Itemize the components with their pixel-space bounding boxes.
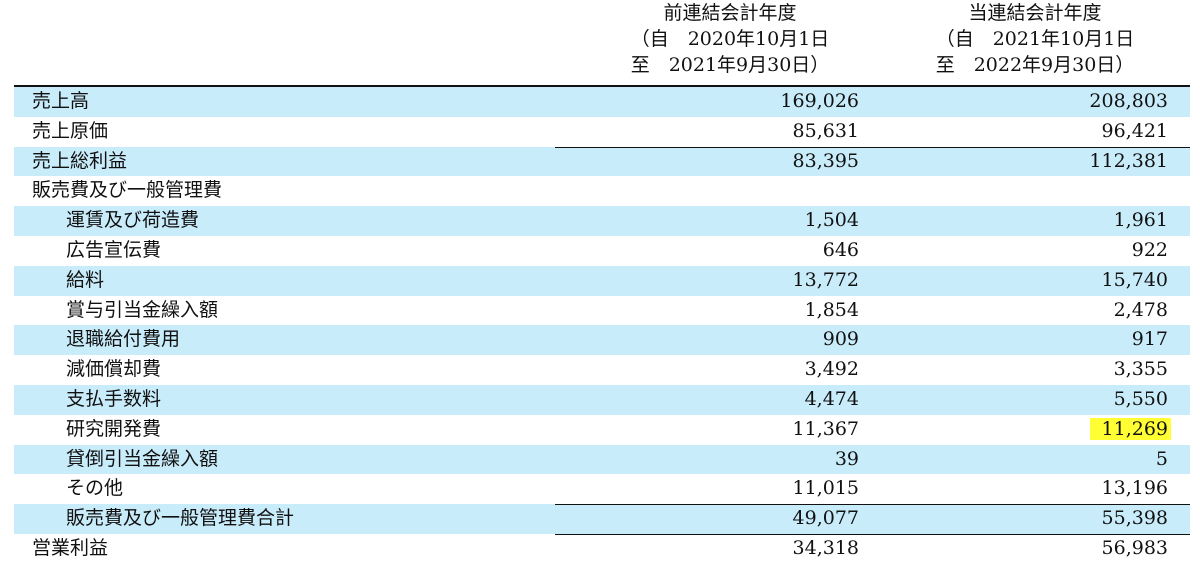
current-year-value: 13,196 bbox=[1101, 477, 1168, 500]
header-prior-from: （自 2020年10月1日 bbox=[630, 28, 830, 50]
header-prior-to: 至 2021年9月30日） bbox=[630, 54, 830, 76]
prior-year-value: 909 bbox=[822, 328, 859, 351]
row-label: 営業利益 bbox=[32, 536, 109, 559]
prior-year-value: 1,854 bbox=[804, 298, 859, 321]
row-net-sales: 売上高 169,026 208,803 bbox=[14, 87, 1190, 117]
row-operating-income: 営業利益 34,318 56,983 bbox=[14, 533, 1190, 564]
prior-year-value: 11,367 bbox=[792, 417, 859, 440]
row-sga-total: 販売費及び一般管理費合計 49,077 55,398 bbox=[14, 504, 1190, 534]
row-depreciation: 減価償却費 3,492 3,355 bbox=[14, 355, 1190, 385]
header-prior-fiscal-year: 前連結会計年度 （自 2020年10月1日 至 2021年9月30日） bbox=[580, 0, 880, 78]
row-sga-heading: 販売費及び一般管理費 bbox=[14, 176, 1190, 206]
row-label: その他 bbox=[66, 477, 124, 500]
header-current-title: 当連結会計年度 bbox=[968, 2, 1102, 24]
current-year-value: 1,961 bbox=[1113, 209, 1168, 232]
prior-year-value: 49,077 bbox=[792, 507, 859, 530]
current-year-value: 2,478 bbox=[1113, 298, 1168, 321]
current-year-value: 11,269 bbox=[1089, 415, 1171, 445]
row-salaries: 給料 13,772 15,740 bbox=[14, 265, 1190, 296]
row-cost-of-sales: 売上原価 85,631 96,421 bbox=[14, 117, 1190, 147]
prior-year-value: 13,772 bbox=[792, 268, 859, 291]
header-current-fiscal-year: 当連結会計年度 （自 2021年10月1日 至 2022年9月30日） bbox=[885, 0, 1185, 78]
row-bonus-provision: 賞与引当金繰入額 1,854 2,478 bbox=[14, 296, 1190, 326]
prior-year-value: 39 bbox=[834, 447, 859, 470]
row-label: 給料 bbox=[66, 268, 105, 291]
row-label: 販売費及び一般管理費 bbox=[32, 179, 223, 202]
current-year-value: 5,550 bbox=[1113, 387, 1168, 410]
current-year-value: 5 bbox=[1155, 447, 1168, 470]
prior-year-value: 3,492 bbox=[804, 358, 859, 381]
row-research-development: 研究開発費 11,367 11,269 bbox=[14, 415, 1190, 445]
prior-year-value: 4,474 bbox=[804, 387, 859, 410]
highlighted-value: 11,269 bbox=[1089, 417, 1171, 440]
header-current-to: 至 2022年9月30日） bbox=[935, 54, 1135, 76]
current-year-value: 3,355 bbox=[1113, 358, 1168, 381]
prior-year-value: 646 bbox=[822, 238, 859, 261]
prior-year-value: 34,318 bbox=[792, 536, 859, 559]
row-label: 退職給付費用 bbox=[66, 328, 181, 351]
current-year-value: 15,740 bbox=[1101, 268, 1168, 291]
row-retirement-benefit: 退職給付費用 909 917 bbox=[14, 325, 1190, 356]
current-year-value: 55,398 bbox=[1101, 507, 1168, 530]
prior-year-value: 83,395 bbox=[792, 149, 859, 172]
current-year-value: 917 bbox=[1131, 328, 1168, 351]
row-label: 運賃及び荷造費 bbox=[66, 209, 200, 232]
current-year-value: 922 bbox=[1131, 238, 1168, 261]
row-commission-fees: 支払手数料 4,474 5,550 bbox=[14, 384, 1190, 415]
header-prior-title: 前連結会計年度 bbox=[663, 2, 797, 24]
header-current-from: （自 2021年10月1日 bbox=[935, 28, 1135, 50]
prior-year-value: 11,015 bbox=[792, 477, 859, 500]
row-label: 賞与引当金繰入額 bbox=[66, 298, 219, 321]
statement-rows: 売上高 169,026 208,803 売上原価 85,631 96,421 売… bbox=[14, 85, 1190, 564]
row-label: 研究開発費 bbox=[66, 417, 162, 440]
prior-year-value: 169,026 bbox=[780, 90, 859, 112]
current-year-value: 56,983 bbox=[1101, 536, 1168, 559]
row-label: 広告宣伝費 bbox=[66, 238, 162, 261]
row-label: 貸倒引当金繰入額 bbox=[66, 447, 219, 470]
row-other: その他 11,015 13,196 bbox=[14, 474, 1190, 504]
row-label: 販売費及び一般管理費合計 bbox=[66, 507, 295, 530]
prior-year-value: 1,504 bbox=[804, 209, 859, 232]
row-label: 支払手数料 bbox=[66, 387, 162, 410]
row-advertising: 広告宣伝費 646 922 bbox=[14, 236, 1190, 266]
row-label: 売上高 bbox=[32, 90, 90, 112]
row-bad-debt-provision: 貸倒引当金繰入額 39 5 bbox=[14, 444, 1190, 475]
current-year-value: 96,421 bbox=[1101, 119, 1168, 142]
row-label: 売上総利益 bbox=[32, 149, 128, 172]
row-label: 減価償却費 bbox=[66, 358, 162, 381]
current-year-value: 208,803 bbox=[1089, 90, 1168, 112]
row-gross-profit: 売上総利益 83,395 112,381 bbox=[14, 146, 1190, 177]
current-year-value: 112,381 bbox=[1089, 149, 1168, 172]
row-freight-and-packing: 運賃及び荷造費 1,504 1,961 bbox=[14, 206, 1190, 236]
prior-year-value: 85,631 bbox=[792, 119, 859, 142]
row-label: 売上原価 bbox=[32, 119, 109, 142]
